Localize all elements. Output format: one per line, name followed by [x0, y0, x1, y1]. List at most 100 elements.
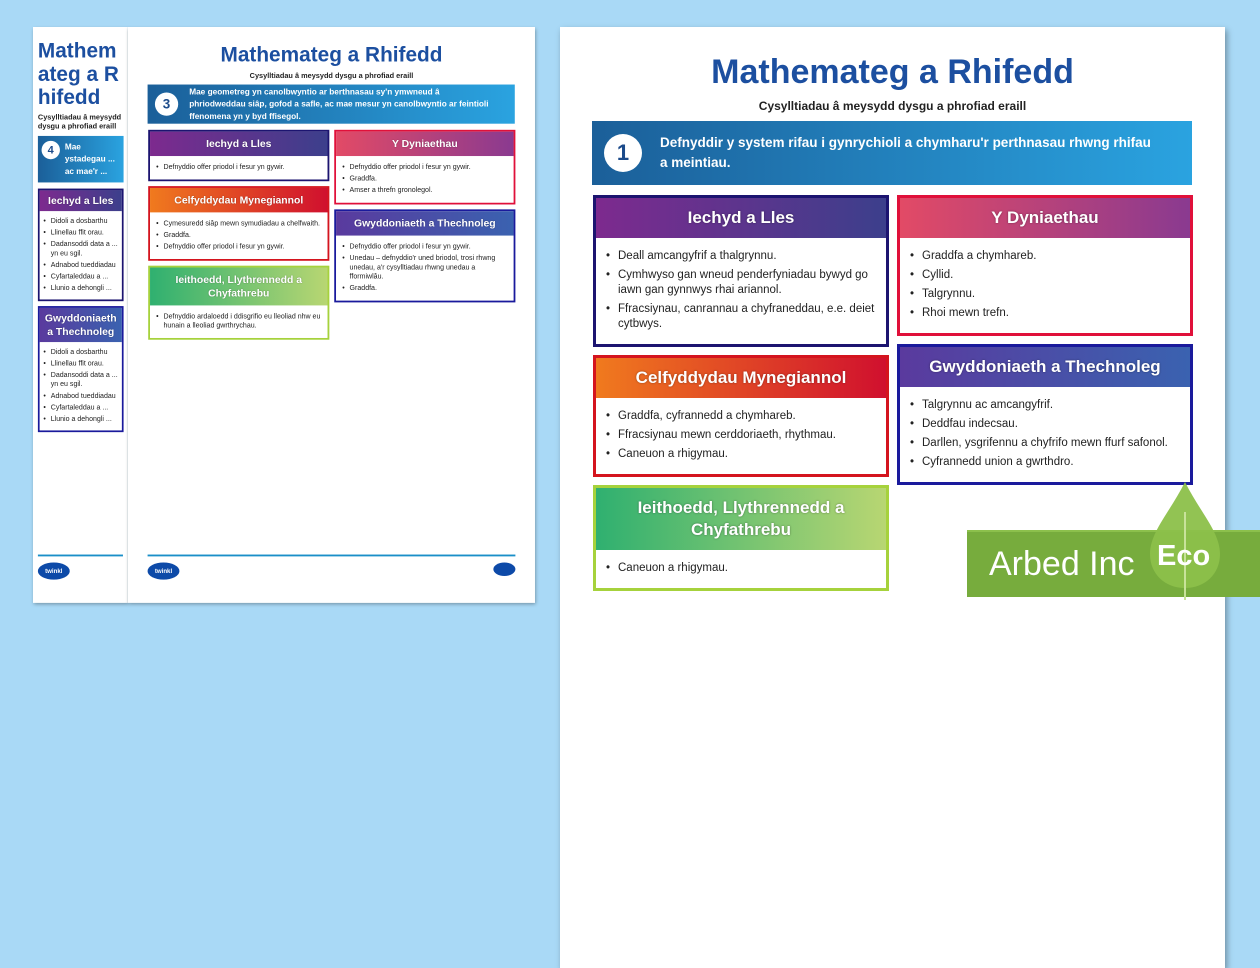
list-item: Defnyddio offer priodol i fesur yn gywir… — [342, 163, 507, 172]
subject-card: Celfyddydau Mynegiannol Cymesuredd siâp m… — [148, 186, 330, 261]
subject-card-title: Ieithoedd, Llythrennedd a Chyfathrebu — [150, 267, 328, 306]
list-item: Llunio a dehongli ... — [43, 284, 118, 293]
list-item: Darllen, ysgrifennu a chyfrifo mewn ffur… — [910, 436, 1180, 451]
page-content: Mathemateg a Rhifedd Cysylltiadau â meysy… — [37, 39, 124, 433]
subject-card-list: Didoli a dosbarthu Llinellau ffit orau. Da… — [39, 342, 122, 431]
subject-card: Iechyd a Lles Didoli a dosbarthu Llinellau… — [37, 188, 124, 302]
subject-card-list: Defnyddio offer priodol i fesur yn gywir… — [150, 156, 328, 180]
subject-card: Iechyd a Lles Defnyddio offer priodol i f… — [148, 129, 330, 182]
list-item: Graddfa. — [156, 231, 321, 240]
list-item: Graddfa a chymhareb. — [910, 249, 1180, 264]
subject-card-title: Y Dyniaethau — [900, 198, 1190, 238]
subject-card: Y Dyniaethau Defnyddio offer priodol i fe… — [334, 129, 516, 205]
list-item: Cyfartaleddau a ... — [43, 272, 118, 281]
list-item: Cymhwyso gan wneud penderfyniadau bywyd … — [606, 268, 876, 298]
subject-card-list: Graddfa a chymhareb. Cyllid. Talgrynnu. Rho… — [900, 238, 1190, 333]
page-title: Mathemateg a Rhifedd — [37, 39, 119, 110]
list-item: Adnabod tueddiadau — [43, 392, 118, 401]
statement-banner: 1 Defnyddir y system rifau i gynrychioli … — [592, 121, 1192, 185]
subject-card-list: Deall amcangyfrif a thalgrynnu. Cymhwyso … — [596, 238, 886, 344]
list-item: Cyfartaleddau a ... — [43, 403, 118, 412]
statement-banner: 3 Mae geometreg yn canolbwyntio ar berthn… — [147, 84, 515, 124]
subject-card-title: Iechyd a Lles — [39, 190, 122, 212]
twinkl-logo: twinkl — [147, 562, 180, 580]
subject-columns: Iechyd a Lles Defnyddio offer priodol i f… — [148, 129, 516, 340]
list-item: Unedau – defnyddio'r uned briodol, trosi… — [342, 254, 507, 282]
leaf-icon — [1150, 482, 1220, 600]
subject-card-list: Defnyddio offer priodol i fesur yn gywir… — [336, 156, 514, 203]
subject-card-title: Celfyddydau Mynegiannol — [150, 187, 328, 213]
list-item: Defnyddio offer priodol i fesur yn gywir… — [156, 163, 321, 172]
subject-card: Ieithoedd, Llythrennedd a Chyfathrebu Def… — [148, 265, 330, 340]
page-3: Mathemateg a Rhifedd Cysylltiadau â meysy… — [128, 27, 535, 603]
page-title: Mathemateg a Rhifedd — [711, 53, 1074, 91]
statement-text: Mae geometreg yn canolbwyntio ar berthna… — [189, 86, 489, 121]
subject-card-title: Y Dyniaethau — [336, 131, 514, 157]
list-item: Didoli a dosbarthu — [43, 348, 118, 357]
page-1: Mathemateg a Rhifedd Cysylltiadau â meysy… — [560, 27, 1225, 968]
list-item: Talgrynnu ac amcangyfrif. — [910, 398, 1180, 413]
subject-card-title: Gwyddoniaeth a Thechnoleg — [39, 307, 122, 343]
watermark-brand: Arbed Inc — [989, 545, 1135, 583]
twinkl-logo: twinkl — [37, 562, 70, 580]
list-item: Ffracsiynau, canrannau a chyfraneddau, e… — [606, 302, 876, 332]
list-item: Graddfa. — [342, 174, 507, 183]
statement-number: 1 — [604, 134, 642, 172]
page-subtitle: Cysylltiadau â meysydd dysgu a phrofiad … — [758, 99, 1027, 113]
page-subtitle: Cysylltiadau â meysydd dysgu a phrofiad … — [37, 112, 122, 131]
subject-card: Iechyd a LlesDeall amcangyfrif a thalgry… — [593, 195, 889, 347]
subject-column: Iechyd a LlesDeall amcangyfrif a thalgry… — [593, 195, 889, 591]
subject-card: Gwyddoniaeth a ThechnolegTalgrynnu ac am… — [897, 344, 1193, 485]
subject-card: Gwyddoniaeth a Thechnoleg Defnyddio offer… — [334, 209, 516, 303]
statement-banner: 4 Mae ystadegau ... ac mae'r ... — [37, 135, 124, 183]
list-item: Adnabod tueddiadau — [43, 261, 118, 270]
list-item: Llunio a dehongli ... — [43, 415, 118, 424]
list-item: Defnyddio offer priodol i fesur yn gywir… — [342, 242, 507, 251]
subject-card-list: Graddfa, cyfrannedd a chymhareb. Ffracsiy… — [596, 398, 886, 474]
subject-column: Iechyd a Lles Didoli a dosbarthu Llinellau… — [37, 188, 124, 433]
subject-card-list: Cymesuredd siâp mewn symudiadau a chelfw… — [150, 212, 328, 259]
list-item: Defnyddio ardaloedd i ddisgrifio eu lleo… — [156, 312, 321, 330]
list-item: Deall amcangyfrif a thalgrynnu. — [606, 249, 876, 264]
list-item: Dadansoddi data a ... yn eu sgil. — [43, 240, 118, 258]
subject-card: Celfyddydau MynegiannolGraddfa, cyfranne… — [593, 355, 889, 477]
subject-card-list: Defnyddio ardaloedd i ddisgrifio eu lleo… — [150, 305, 328, 338]
list-item: Ffracsiynau mewn cerddoriaeth, rhythmau. — [606, 428, 876, 443]
subject-card: Y Dyniaethau Graddfa a chymhareb. Cyllid. T… — [897, 195, 1193, 336]
subject-card: Ieithoedd, Llythrennedd a Chyfathrebu Can… — [593, 485, 889, 591]
list-item: Graddfa, cyfrannedd a chymhareb. — [606, 409, 876, 424]
list-item: Caneuon a rhigymau. — [606, 447, 876, 462]
partner-logo — [493, 562, 516, 576]
list-item: Deddfau indecsau. — [910, 417, 1180, 432]
list-item: Cyfrannedd union a gwrthdro. — [910, 455, 1180, 470]
subject-column: Y Dyniaethau Defnyddio offer priodol i fe… — [334, 129, 516, 303]
subject-card: Gwyddoniaeth a ThechnolegDidoli a dosbar… — [37, 306, 124, 433]
footer-divider — [37, 554, 123, 557]
subject-card-title: Iechyd a Lles — [596, 198, 886, 238]
list-item: Graddfa. — [342, 284, 507, 293]
list-item: Cyllid. — [910, 268, 1180, 283]
list-item: Amser a threfn gronolegol. — [342, 186, 507, 195]
statement-text: Defnyddir y system rifau i gynrychioli a… — [660, 135, 1151, 170]
list-item: Cymesuredd siâp mewn symudiadau a chelfw… — [156, 219, 321, 228]
statement-number: 3 — [154, 92, 179, 116]
subject-card-title: Iechyd a Lles — [150, 131, 328, 157]
subject-column: Y Dyniaethau Graddfa a chymhareb. Cyllid. T… — [897, 195, 1193, 485]
statement-number: 4 — [41, 140, 60, 160]
list-item: Rhoi mewn trefn. — [910, 306, 1180, 321]
subject-card-list: Defnyddio offer priodol i fesur yn gywir… — [336, 235, 514, 301]
list-item: Talgrynnu. — [910, 287, 1180, 302]
page-title: Mathemateg a Rhifedd — [220, 42, 443, 67]
subject-column: Iechyd a Lles Defnyddio offer priodol i f… — [148, 129, 330, 340]
list-item: Didoli a dosbarthu — [43, 217, 118, 226]
subject-card-list: Talgrynnu ac amcangyfrif. Deddfau indecsa… — [900, 387, 1190, 482]
footer-divider — [147, 554, 516, 557]
list-item: Llinellau ffit orau. — [43, 228, 118, 237]
page-4: Mathemateg a Rhifedd Cysylltiadau â meysy… — [33, 27, 128, 603]
list-item: Caneuon a rhigymau. — [606, 561, 876, 576]
list-item: Dadansoddi data a ... yn eu sgil. — [43, 371, 118, 389]
list-item: Defnyddio offer priodol i fesur yn gywir… — [156, 242, 321, 251]
subject-card-title: Gwyddoniaeth a Thechnoleg — [900, 347, 1190, 387]
subject-columns: Iechyd a Lles Didoli a dosbarthu Llinellau… — [37, 188, 124, 433]
subject-card-title: Ieithoedd, Llythrennedd a Chyfathrebu — [596, 488, 886, 550]
